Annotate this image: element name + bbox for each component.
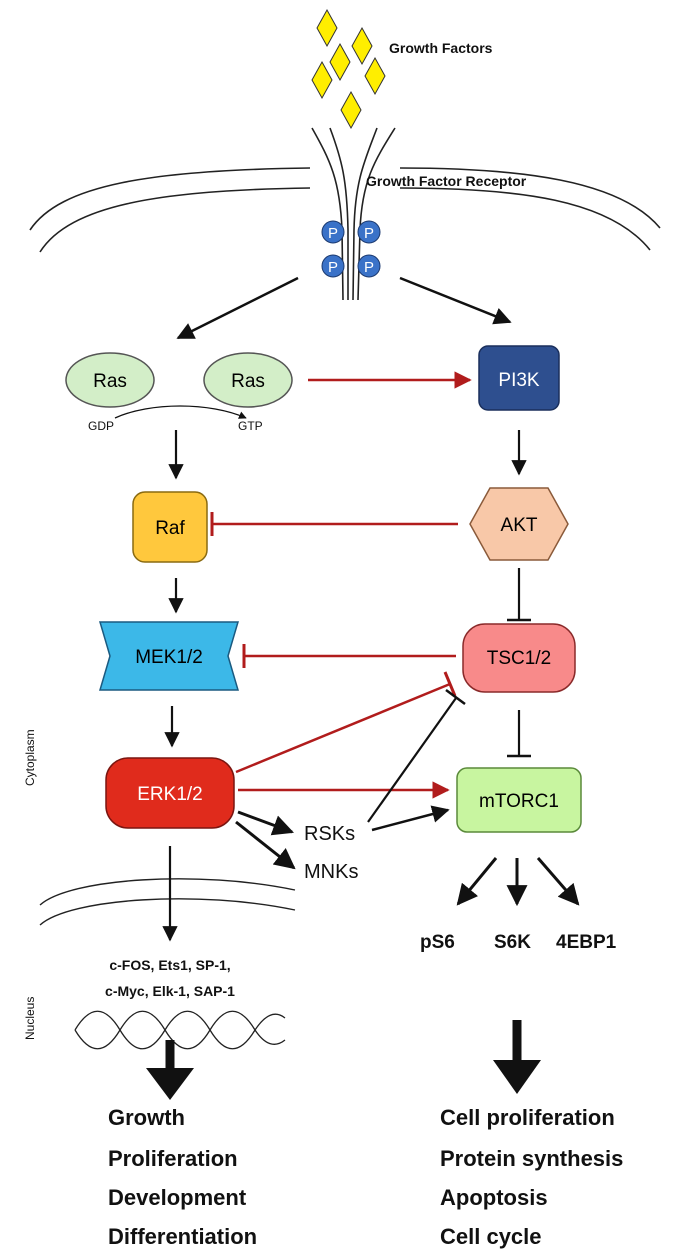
mtorc1-label: mTORC1	[479, 791, 559, 812]
inhibit-rsks-to-tsc	[367, 697, 457, 823]
outcome-arrow-right-icon	[493, 1020, 541, 1094]
mek-node	[98, 621, 240, 691]
transcription-factors-line2: c-Myc, Elk-1, SAP-1	[105, 983, 235, 999]
outcome-apoptosis: Apoptosis	[440, 1185, 548, 1210]
gtp-label: GTP	[238, 419, 263, 433]
outcome-cell-cycle: Cell cycle	[440, 1224, 542, 1249]
phospho-label: P	[328, 259, 338, 276]
ras-gdp-label: Ras	[93, 371, 127, 392]
raf-label: Raf	[155, 518, 185, 539]
outcome-differentiation: Differentiation	[108, 1224, 257, 1249]
arrow-mtorc1-to-ps6	[456, 857, 498, 906]
mek-label: MEK1/2	[135, 647, 203, 668]
gdp-label: GDP	[88, 419, 114, 433]
tsc-label: TSC1/2	[487, 648, 551, 669]
arrow-erk-to-mnks	[235, 820, 296, 870]
mtorc1-node	[456, 767, 582, 833]
akt-node	[469, 487, 569, 561]
phospho-label: P	[328, 225, 338, 242]
growth-factor-diamond-icon	[364, 56, 386, 96]
inhibit-bar	[445, 688, 466, 706]
transcription-factors-line1: c-FOS, Ets1, SP-1,	[109, 957, 230, 973]
inhibit-bar	[443, 671, 457, 697]
ras-gtp-label: Ras	[231, 371, 265, 392]
growth-factor-diamond-icon	[316, 8, 338, 48]
pi3k-node	[478, 345, 560, 411]
ras-gdp-node	[65, 352, 155, 408]
arrow-mtorc1-to-4ebp1	[536, 857, 580, 906]
outcome-protein-synthesis: Protein synthesis	[440, 1146, 623, 1171]
phosphorylation-sites: P P P P	[321, 220, 381, 278]
rsks-label: RSKs	[304, 823, 355, 845]
growth-factor-receptor	[311, 127, 396, 301]
ps6-label: pS6	[420, 932, 455, 953]
growth-factors-label: Growth Factors	[389, 40, 493, 56]
arrow-receptor-to-ras	[176, 276, 299, 340]
arrow-rsks-to-mtorc1	[371, 805, 450, 832]
raf-node	[132, 491, 208, 563]
4ebp1-label: 4EBP1	[556, 932, 617, 953]
dna-helix-icon	[74, 1010, 286, 1050]
inhibit-erk-to-tsc	[235, 682, 451, 774]
cytoplasm-label: Cytoplasm	[23, 729, 37, 786]
ras-gtp-node	[203, 352, 293, 408]
arrow-erk-to-rsks	[237, 810, 294, 836]
mnks-label: MNKs	[304, 861, 358, 883]
growth-factor-diamond-icon	[329, 42, 351, 82]
nuclear-membrane	[39, 878, 296, 926]
nucleus-label: Nucleus	[23, 997, 37, 1040]
phospho-label: P	[364, 225, 374, 242]
erk-label: ERK1/2	[137, 784, 202, 805]
akt-label: AKT	[501, 515, 538, 536]
growth-factor-diamond-icon	[311, 60, 333, 100]
gdp-to-gtp-arrow	[114, 405, 247, 419]
erk-node	[105, 757, 235, 829]
outcome-development: Development	[108, 1185, 247, 1210]
growth-factor-diamond-icon	[340, 90, 362, 130]
pi3k-label: PI3K	[498, 370, 540, 391]
outcome-arrow-left-icon	[146, 1040, 194, 1100]
growth-factor-diamond-icon	[351, 26, 373, 66]
cell-membrane	[29, 167, 661, 253]
growth-factor-receptor-label: Growth Factor Receptor	[366, 173, 527, 189]
outcome-proliferation: Proliferation	[108, 1146, 238, 1171]
outcome-cell-proliferation: Cell proliferation	[440, 1105, 615, 1130]
tsc-node	[462, 623, 576, 693]
arrow-receptor-to-pi3k	[399, 276, 512, 325]
s6k-label: S6K	[494, 932, 531, 953]
growth-factor-icons	[311, 8, 386, 130]
outcome-growth: Growth	[108, 1105, 185, 1130]
phospho-label: P	[364, 259, 374, 276]
